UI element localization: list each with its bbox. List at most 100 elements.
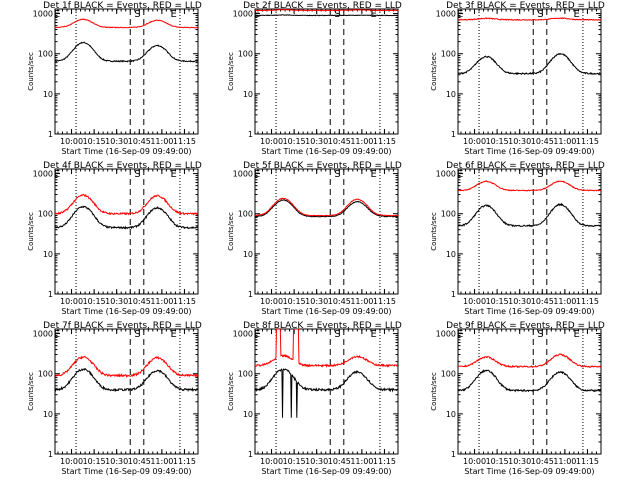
y-tick-label: 1000 [33,170,53,179]
y-tick-label: 1000 [233,330,253,339]
chart-title: Det 7f BLACK = Events, RED = LLD [43,321,202,331]
plot-frame [254,8,399,135]
orbit-marker: E [457,329,463,340]
x-tick-label: 11:00 [553,137,576,146]
x-tick-label: 11:00 [150,457,173,466]
plot-frame [457,168,602,295]
x-tick-label: 10:00 [463,137,486,146]
orbit-marker: S [334,169,340,180]
orbit-marker: E [254,329,260,340]
y-tick-label: 1000 [436,330,456,339]
x-tick-label: 10:45 [531,457,554,466]
events-series-line [55,205,198,230]
y-tick-label: 100 [441,210,456,219]
x-tick-label: 11:00 [553,457,576,466]
y-tick-label: 1 [248,130,253,139]
x-tick-label: 11:00 [350,137,373,146]
x-tick-label: 10:00 [60,457,83,466]
x-tick-label: 10:00 [260,137,283,146]
events-series-line [458,369,601,393]
chart-panel-1: Det 1f BLACK = Events, RED = LLD 1 10 100 10… [27,1,202,156]
x-tick-label: 10:00 [463,297,486,306]
orbit-marker: E [54,9,60,20]
x-tick-label: 10:30 [508,137,531,146]
x-tick-label: 11:15 [173,137,196,146]
x-tick-label: 10:15 [283,297,306,306]
y-axis-label: Counts/sec [27,212,35,251]
orbit-marker: S [134,329,140,340]
x-tick-label: 10:45 [531,137,554,146]
chart-panel-3: Det 3f BLACK = Events, RED = LLD 1 10 100 10… [430,1,605,156]
x-tick-label: 10:45 [328,297,351,306]
orbit-marker: E [370,169,376,180]
orbit-marker: E [54,169,60,180]
lld-series-line [55,355,198,379]
x-axis-label: Start Time (16-Sep-09 09:49:00) [261,307,391,316]
x-axis-label: Start Time (16-Sep-09 09:49:00) [61,307,191,316]
x-tick-label: 11:15 [576,297,599,306]
y-tick-label: 1 [451,130,456,139]
orbit-marker: S [537,9,543,20]
x-tick-label: 11:15 [373,297,396,306]
x-tick-label: 10:00 [260,457,283,466]
chart-panel-2: Det 2f BLACK = Events, RED = LLD 1 10 100 10… [227,1,402,156]
x-tick-label: 11:15 [576,457,599,466]
orbit-marker: E [54,329,60,340]
x-tick-label: 11:00 [553,297,576,306]
y-tick-label: 10 [43,250,53,259]
lld-series-line [55,18,198,29]
x-tick-label: 10:15 [486,297,509,306]
plot-frame [54,328,199,455]
events-series-line [55,368,198,393]
x-tick-label: 10:30 [508,297,531,306]
y-tick-label: 100 [38,370,53,379]
plot-frame [457,8,602,135]
lld-series-line [255,329,398,368]
orbit-marker: E [457,9,463,20]
y-tick-label: 1000 [233,170,253,179]
y-tick-label: 100 [238,50,253,59]
y-tick-label: 100 [38,210,53,219]
plot-frame [254,168,399,295]
y-tick-label: 1 [48,450,53,459]
x-axis-label: Start Time (16-Sep-09 09:49:00) [61,147,191,156]
lld-series-line [255,197,398,217]
x-tick-label: 10:30 [105,457,128,466]
orbit-marker: S [134,9,140,20]
lld-series-line [255,9,398,12]
x-tick-label: 10:15 [283,457,306,466]
y-tick-label: 100 [441,50,456,59]
y-tick-label: 1 [451,450,456,459]
chart-title: Det 6f BLACK = Events, RED = LLD [446,161,605,171]
x-tick-label: 10:00 [463,457,486,466]
events-series-line [55,41,198,63]
chart-panel-5: Det 5f BLACK = Events, RED = LLD 1 10 100 10… [227,161,402,316]
orbit-marker: E [573,329,579,340]
lld-series-line [458,17,601,21]
x-axis-label: Start Time (16-Sep-09 09:49:00) [261,147,391,156]
y-tick-label: 10 [446,250,456,259]
y-tick-label: 1 [248,290,253,299]
orbit-marker: E [170,169,176,180]
x-tick-label: 11:00 [350,457,373,466]
y-tick-label: 100 [441,370,456,379]
y-tick-label: 1000 [436,170,456,179]
chart-title: Det 2f BLACK = Events, RED = LLD [243,1,402,11]
y-tick-label: 100 [238,370,253,379]
x-tick-label: 10:30 [305,137,328,146]
orbit-marker: E [254,9,260,20]
x-tick-label: 10:45 [328,137,351,146]
y-tick-label: 10 [446,410,456,419]
x-axis-label: Start Time (16-Sep-09 09:49:00) [464,467,594,476]
x-tick-label: 10:00 [260,297,283,306]
orbit-marker: S [537,329,543,340]
x-tick-label: 11:15 [373,137,396,146]
chart-panel-4: Det 4f BLACK = Events, RED = LLD 1 10 100 10… [27,161,202,316]
orbit-marker: E [370,329,376,340]
x-tick-label: 10:45 [328,457,351,466]
y-tick-label: 100 [38,50,53,59]
y-tick-label: 1000 [33,10,53,19]
x-axis-label: Start Time (16-Sep-09 09:49:00) [261,467,391,476]
x-tick-label: 10:30 [105,137,128,146]
